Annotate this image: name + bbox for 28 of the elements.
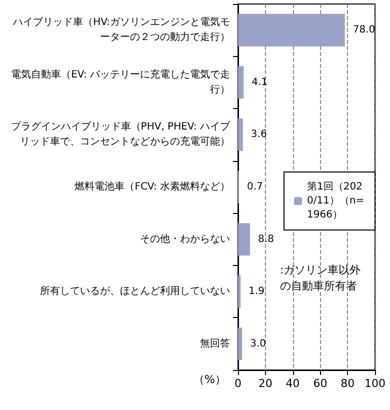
y-tick-label: 電気自動車（EV: バッテリーに充電した電気で走行） bbox=[11, 68, 230, 96]
bar bbox=[238, 118, 243, 151]
x-tick-label: 80 bbox=[340, 377, 355, 390]
y-tick-label: 無回答 bbox=[200, 337, 230, 350]
data-label: 4.1 bbox=[252, 76, 268, 88]
x-tick-label: 40 bbox=[286, 377, 300, 390]
x-axis-title: （%） bbox=[194, 373, 226, 386]
data-label: 3.6 bbox=[250, 129, 267, 140]
bar bbox=[238, 328, 242, 360]
bar bbox=[238, 14, 345, 46]
x-tick-label: 0 bbox=[234, 377, 242, 390]
data-label: 3.0 bbox=[250, 338, 266, 350]
data-label: 8.8 bbox=[258, 234, 274, 245]
bar bbox=[238, 66, 244, 99]
y-tick-label: その他・わからない bbox=[140, 232, 230, 245]
y-tick-label: 所有しているが、ほとんど利用していない bbox=[40, 285, 230, 298]
y-tick-label: 燃料電池車（FCV: 水素燃料など） bbox=[74, 180, 230, 192]
x-tick-label: 100 bbox=[364, 377, 386, 390]
legend-label: 第1回（2020/11）（n=1966） bbox=[307, 180, 364, 220]
bar bbox=[238, 223, 250, 256]
y-tick-label: プラグインハイブリッド車（PHV, PHEV: ハイブリッド車で、コンセントなどからの充電可能） bbox=[10, 120, 231, 148]
data-label: 0.7 bbox=[246, 182, 263, 192]
x-tick-label: 60 bbox=[313, 377, 328, 390]
y-tick-label: ハイブリッド車（HV:ガソリンエンジンと電気モーターの２つの動力で走行） bbox=[12, 16, 230, 44]
data-label: 78.0 bbox=[352, 24, 376, 36]
x-tick-label: 20 bbox=[258, 377, 272, 390]
data-label: 1.9 bbox=[248, 286, 265, 298]
bar bbox=[238, 275, 241, 308]
